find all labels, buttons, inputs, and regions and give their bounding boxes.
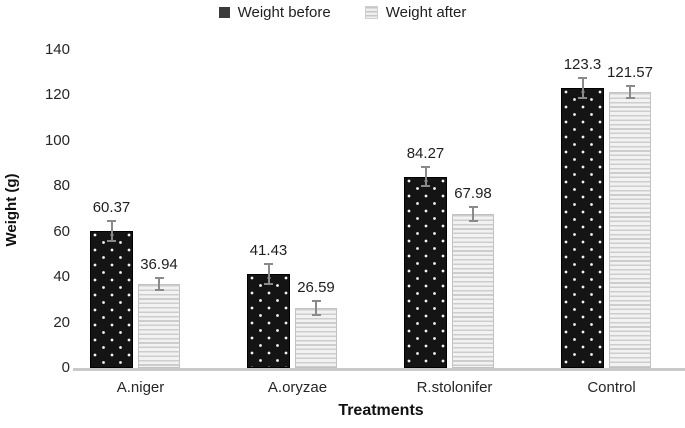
error-bar-top-cap bbox=[421, 165, 430, 168]
bar-weight-before bbox=[247, 273, 290, 368]
y-tick-label: 120 bbox=[44, 86, 70, 104]
legend-label-weight-after: Weight after bbox=[385, 4, 467, 21]
error-bar-whisker bbox=[424, 165, 427, 188]
error-bar-bottom-cap bbox=[625, 96, 635, 99]
bar-value-label: 121.57 bbox=[607, 63, 653, 81]
bar-weight-after bbox=[452, 213, 494, 368]
legend-item-weight-before: Weight before bbox=[218, 4, 331, 21]
error-bar-top-cap bbox=[264, 262, 273, 265]
x-category-label: Control bbox=[587, 379, 636, 396]
bar-value-label: 26.59 bbox=[297, 278, 335, 296]
y-tick-label: 20 bbox=[53, 313, 70, 331]
error-bar-whisker bbox=[629, 84, 631, 99]
x-category-label: R.stolonifer bbox=[416, 379, 493, 396]
error-bar-top-cap bbox=[154, 277, 164, 280]
bar-value-label: 60.37 bbox=[92, 198, 131, 216]
error-bar-whisker bbox=[315, 299, 317, 316]
error-bar-top-cap bbox=[311, 299, 321, 302]
error-bar-bottom-cap bbox=[154, 289, 164, 292]
error-bar-bottom-cap bbox=[468, 219, 478, 222]
x-category-label: A.oryzae bbox=[267, 379, 328, 396]
error-bar-whisker bbox=[158, 277, 160, 292]
error-bar-top-cap bbox=[107, 219, 116, 222]
error-bar-whisker bbox=[581, 76, 584, 100]
bar-value-label: 84.27 bbox=[406, 144, 445, 162]
y-tick-label: 0 bbox=[61, 359, 70, 376]
error-bar-top-cap bbox=[578, 76, 587, 79]
y-tick-label: 140 bbox=[44, 41, 70, 58]
bar-value-label: 67.98 bbox=[454, 184, 492, 202]
error-bar-bottom-cap bbox=[578, 97, 587, 100]
error-bar-bottom-cap bbox=[421, 185, 430, 188]
error-bar-whisker bbox=[267, 262, 270, 285]
weight-after-swatch-icon bbox=[364, 6, 378, 19]
y-tick-label: 60 bbox=[53, 222, 70, 240]
bar-value-label: 123.3 bbox=[563, 55, 602, 73]
x-axis-line bbox=[73, 368, 685, 371]
legend-item-weight-after: Weight after bbox=[364, 4, 467, 21]
bar-weight-before bbox=[90, 230, 133, 368]
bar-weight-after bbox=[138, 284, 180, 368]
bar-value-label: 41.43 bbox=[249, 241, 288, 259]
legend: Weight before Weight after bbox=[0, 4, 685, 21]
legend-label-weight-before: Weight before bbox=[237, 4, 331, 21]
bar-weight-after bbox=[609, 91, 651, 368]
bar-weight-after bbox=[295, 307, 337, 368]
error-bar-whisker bbox=[472, 205, 474, 222]
error-bar-whisker bbox=[110, 219, 113, 242]
error-bar-top-cap bbox=[625, 84, 635, 87]
y-tick-label: 80 bbox=[53, 177, 70, 195]
x-category-label: A.niger bbox=[116, 379, 165, 396]
error-bar-bottom-cap bbox=[311, 313, 321, 316]
y-tick-label: 100 bbox=[44, 131, 70, 149]
bar-value-label: 36.94 bbox=[140, 256, 178, 274]
y-tick-label: 40 bbox=[53, 268, 70, 286]
error-bar-bottom-cap bbox=[107, 239, 116, 242]
error-bar-top-cap bbox=[468, 205, 478, 208]
bar-weight-before bbox=[404, 176, 447, 368]
bar-weight-before bbox=[561, 87, 604, 368]
x-axis-title: Treatments bbox=[338, 402, 424, 419]
error-bar-bottom-cap bbox=[264, 282, 273, 285]
weight-before-swatch-icon bbox=[218, 7, 230, 18]
